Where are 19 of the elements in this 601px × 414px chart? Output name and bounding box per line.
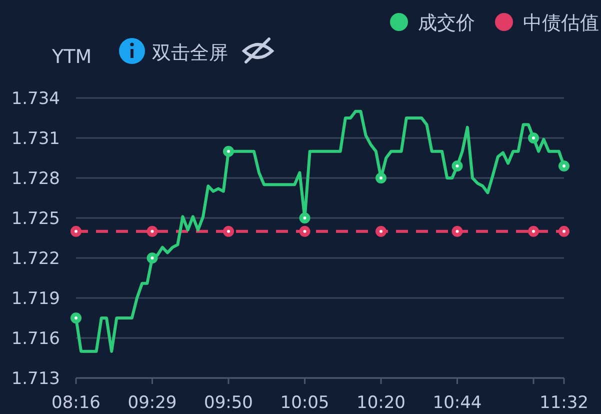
y-tick-label: 1.719 (11, 289, 60, 309)
x-tick-label: 09:29 (128, 393, 177, 413)
legend-label: 中债估值 (523, 12, 599, 34)
x-tick-label: 10:05 (280, 393, 330, 413)
y-tick-label: 1.725 (11, 209, 60, 229)
y-tick-label: 1.728 (11, 169, 60, 189)
y-tick-label: 1.716 (11, 329, 60, 349)
x-tick-label: 10:20 (356, 393, 406, 413)
y-tick-label: 1.731 (11, 129, 60, 149)
legend-label: 成交价 (418, 12, 475, 34)
y-tick-label: 1.734 (11, 89, 60, 109)
x-tick-label: 09:50 (204, 393, 253, 413)
x-tick-label: 08:16 (52, 393, 100, 413)
y-tick-label: 1.713 (11, 369, 60, 389)
y-axis-title: YTM (51, 46, 92, 68)
text: 双击全屏 (152, 42, 228, 64)
y-tick-label: 1.722 (11, 249, 60, 269)
x-tick-label: 11:32 (540, 393, 588, 413)
x-tick-label: 10:44 (432, 393, 482, 413)
